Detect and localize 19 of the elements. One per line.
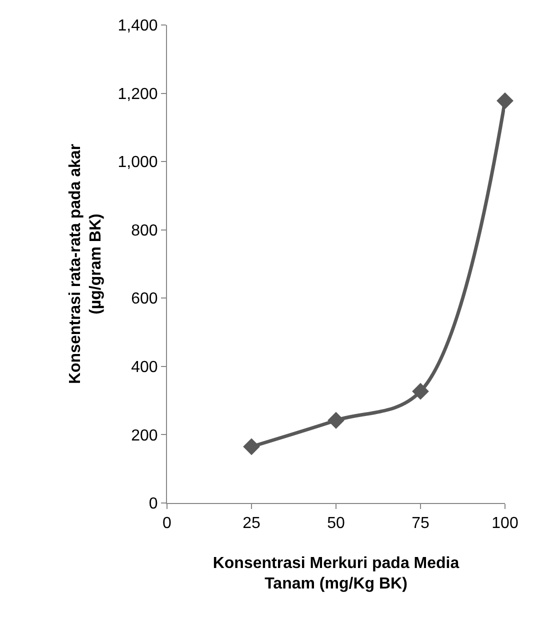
x-tick-label: 50 (327, 515, 345, 532)
y-tick-label: 600 (131, 290, 158, 308)
y-tick-label: 800 (131, 222, 158, 240)
y-axis-title: Konsentrasi rata-rata pada akar (µg/gram BK) (66, 144, 105, 384)
point (496, 92, 514, 110)
y-tick-label: 1,400 (118, 18, 158, 35)
x-axis-title: Konsentrasi Merkuri pada Media Tanam (mg/Kg BK) (212, 554, 460, 593)
y-tick-label: 1,000 (118, 154, 158, 172)
point (412, 382, 429, 400)
point (328, 412, 344, 429)
y-tick-label: 400 (131, 359, 158, 376)
x-tick-label: 0 (162, 515, 172, 532)
point (243, 438, 260, 456)
x-tick-label: 75 (412, 515, 430, 532)
x-tick-label: 100 (492, 515, 518, 532)
y-tick-label: 1,200 (118, 86, 158, 103)
x-tick-label: 25 (242, 515, 260, 532)
y-tick-label: 0 (148, 496, 158, 513)
y-tick-label: 200 (131, 427, 158, 444)
